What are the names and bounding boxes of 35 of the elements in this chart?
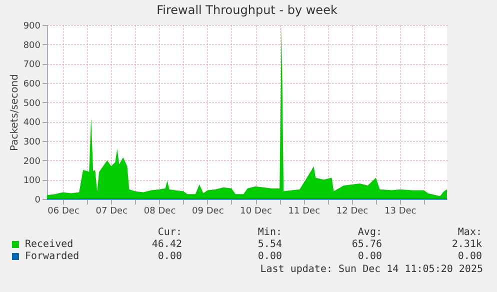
text: 0.00 [456,251,482,263]
y-tick-label: 0 [34,196,41,206]
x-tick-label: 12 Dec [336,206,368,216]
text: 5.54 [256,239,282,251]
text: 2.31k [450,239,482,251]
x-tick-label: 07 Dec [96,206,128,216]
y-tick-label: 100 [23,176,41,186]
x-tick-label: 10 Dec [240,206,272,216]
y-tick-label: 400 [23,118,41,128]
text: 0.00 [356,251,382,263]
legend-label: Forwarded [24,251,80,263]
x-tick-label: 09 Dec [192,206,224,216]
text: Cur: [156,227,182,239]
y-tick-label: 300 [23,138,41,148]
x-tick-label: 13 Dec [384,206,416,216]
text: 0.00 [256,251,282,263]
chart-title: Firewall Throughput - by week [156,3,338,17]
y-axis-title: Packets/second [9,74,20,151]
y-tick-label: 900 [23,22,41,32]
y-tick-label: 500 [23,98,41,109]
y-tick-label: 700 [23,60,41,70]
x-tick-label: 11 Dec [288,206,320,216]
text: Min: [256,227,282,239]
text: Max: [456,227,482,239]
text: Avg: [356,227,382,239]
text: 46.42 [150,239,182,251]
y-tick-label: 800 [23,40,41,51]
text: Last update: Sun Dec 14 11:05:20 2025 [260,264,483,275]
y-tick-label: 600 [23,80,41,90]
x-tick-label: 08 Dec [144,206,176,216]
x-tick-label: 06 Dec [48,206,80,216]
legend-label: Received [24,239,74,251]
y-tick-label: 200 [23,156,41,167]
text: 65.76 [350,239,382,251]
text: 0.00 [156,251,182,263]
